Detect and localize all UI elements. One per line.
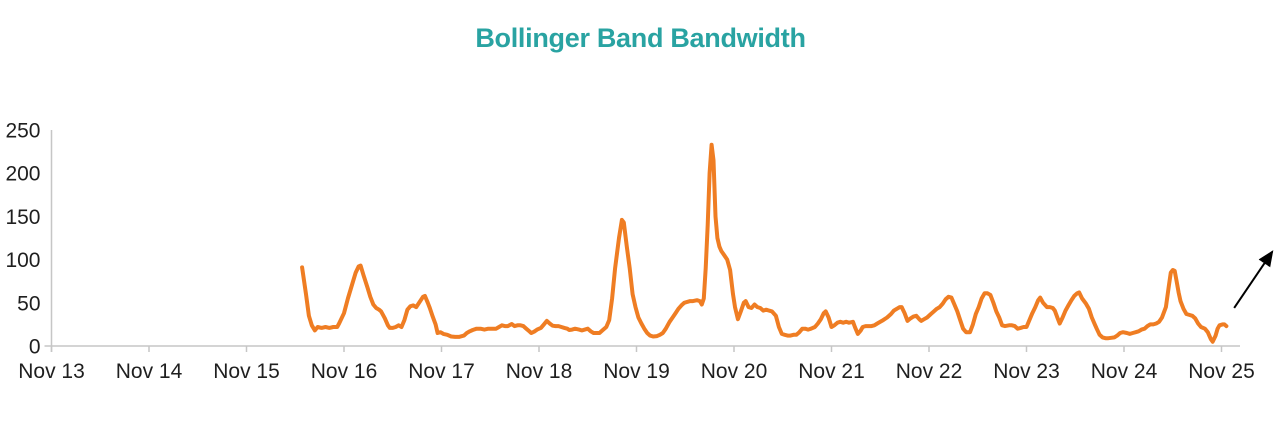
y-tick-label: 150 xyxy=(5,206,40,229)
x-tick-label: Nov 21 xyxy=(798,360,865,383)
x-tick-label: Nov 16 xyxy=(311,360,378,383)
y-tick-label: 250 xyxy=(5,120,40,143)
y-tick-label: 100 xyxy=(5,249,40,272)
y-tick-label: 0 xyxy=(29,336,41,359)
y-tick-label: 200 xyxy=(5,163,40,186)
x-tick-label: Nov 14 xyxy=(116,360,183,383)
x-tick-label: Nov 25 xyxy=(1188,360,1255,383)
x-tick-label: Nov 18 xyxy=(506,360,573,383)
trend-arrow-icon xyxy=(1233,250,1274,309)
x-tick-label: Nov 24 xyxy=(1091,360,1158,383)
y-tick-label: 50 xyxy=(17,292,40,315)
chart-title: Bollinger Band Bandwidth xyxy=(475,23,806,53)
x-tick-label: Nov 13 xyxy=(18,360,85,383)
x-tick-label: Nov 19 xyxy=(603,360,670,383)
x-tick-label: Nov 20 xyxy=(701,360,768,383)
x-tick-label: Nov 15 xyxy=(213,360,280,383)
x-tick-label: Nov 22 xyxy=(896,360,963,383)
x-tick-label: Nov 17 xyxy=(408,360,475,383)
bandwidth-line-series xyxy=(300,142,1229,344)
x-tick-label: Nov 23 xyxy=(993,360,1060,383)
